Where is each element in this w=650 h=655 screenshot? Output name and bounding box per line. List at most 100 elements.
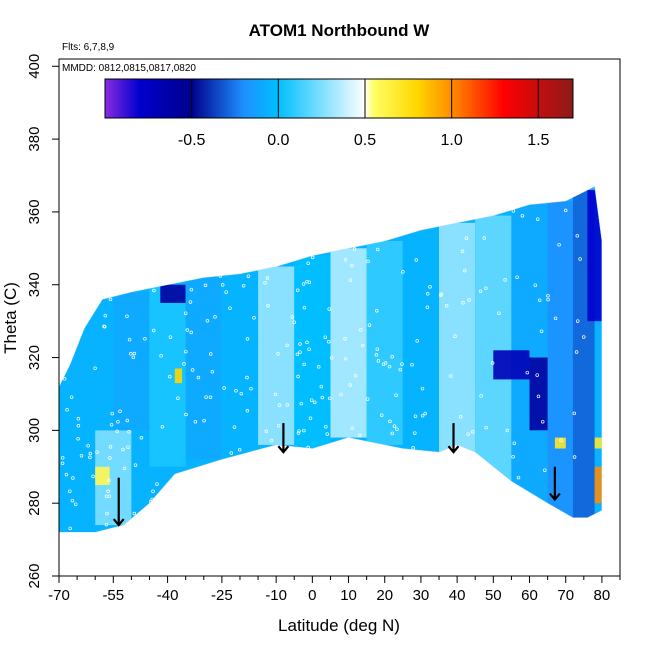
heatmap-cell [113,292,150,431]
observation-point [70,498,75,503]
x-tick-label: 70 [557,587,574,604]
observation-point [277,403,282,407]
observation-point [269,438,274,443]
observation-point [159,354,163,358]
observation-point [143,337,147,341]
observation-point [155,482,159,486]
observation-point [152,288,156,293]
arrow-head [549,492,561,502]
observation-point [73,502,78,506]
observation-point [184,349,188,354]
observation-point [511,209,516,213]
observation-point [444,304,449,308]
observation-point [316,365,321,369]
heatmap-cell [402,230,439,453]
observation-point [325,432,329,436]
observation-point [252,316,256,320]
observation-point [462,268,467,273]
observation-point [295,352,300,357]
observation-point [420,413,425,418]
observation-point [572,455,577,459]
observation-point [581,335,586,339]
observation-point [188,300,193,304]
observation-point [234,389,238,393]
observation-point [60,455,65,460]
observation-point [515,275,519,279]
observation-point [290,315,295,319]
observation-point [557,242,561,247]
x-tick-label: -25 [211,587,233,604]
observation-point [350,263,354,268]
observation-point [343,356,348,361]
observation-point [193,419,198,424]
x-tick-label: 60 [521,587,538,604]
observation-point [301,282,306,286]
observation-point [204,395,208,399]
y-tick-label: 260 [26,563,43,588]
observation-point [478,289,483,294]
observation-point [449,374,453,378]
observation-point [76,424,81,428]
observation-point [326,340,331,344]
colorbar-ticks: -0.5 0.0 0.5 1.0 1.5 [178,79,550,149]
observation-point [401,270,405,274]
chart-title: ATOM1 Northbound W [249,21,431,40]
observation-point [246,274,251,278]
observation-point [302,305,307,310]
observation-point [307,347,311,351]
observation-point [88,455,92,460]
observation-point [185,328,190,332]
observation-point [540,419,545,424]
y-axis-label: Theta (C) [1,282,20,354]
observation-point [320,395,325,400]
observation-point [497,311,501,315]
observation-point [104,494,109,498]
observation-point [91,474,95,479]
arrow-head [112,518,125,527]
observation-point [525,370,530,375]
observation-point [76,436,80,441]
x-tick-label: 0 [308,587,316,604]
observation-point [273,392,278,397]
observation-point [68,489,72,493]
observation-point [292,320,297,324]
heatmap-cell [594,466,602,504]
observation-point [168,335,173,339]
observation-point [131,355,136,360]
observation-point [366,259,370,264]
observation-point [578,257,582,261]
observation-point [116,420,120,424]
arrows-layer [112,423,561,527]
observation-point [69,395,74,399]
observation-point [121,447,125,452]
observation-point [348,383,352,387]
observation-point [129,352,133,356]
heatmap-cell [547,201,573,518]
observation-point [122,466,127,471]
colorbar-tick-label: 0.0 [267,132,289,149]
observation-point [106,489,110,494]
heatmap-cell [594,437,602,449]
observation-point [190,368,195,372]
observation-point [86,443,90,448]
observation-point [60,461,65,466]
observation-point [296,374,300,379]
observation-point [375,347,380,351]
observation-point [559,438,563,442]
observation-point [306,445,310,450]
observation-point [503,278,507,282]
observation-point [71,476,75,480]
x-tick-label: -55 [102,587,124,604]
heatmap-cell [439,222,476,453]
x-tick-label: 80 [594,587,611,604]
observation-point [76,417,81,421]
y-tick-label: 360 [26,199,43,224]
observation-point [511,454,515,459]
observation-point [546,297,550,302]
heatmap-layer [59,186,602,533]
observation-point [222,386,226,390]
heatmap-cell [366,241,403,445]
arrow-head [447,445,460,454]
x-axis: -70 -55 -40 -25 -10 0 10 20 30 40 50 60 70 80 [48,576,621,604]
